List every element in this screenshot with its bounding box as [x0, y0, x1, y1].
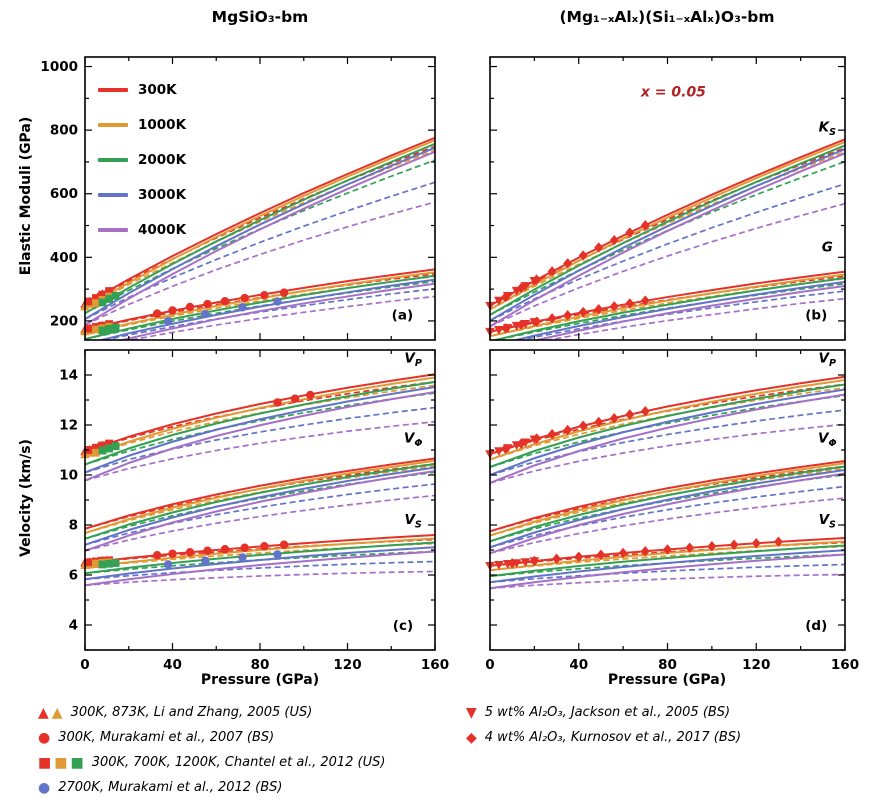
legend-item-4000k: 4000K	[98, 212, 186, 247]
svg-text:VP: VP	[404, 351, 421, 370]
svg-text:(a): (a)	[392, 307, 413, 323]
diamond-marker-icon: ◆	[466, 729, 477, 746]
legend-column-right: ▼ 5 wt% Al₂O₃, Jackson et al., 2005 (BS)…	[466, 700, 858, 750]
legend-label-4000k: 4000K	[138, 221, 187, 238]
legend-text-chantel: 300K, 700K, 1200K, Chantel et al., 2012 …	[91, 755, 386, 770]
pressure-axis-label-right: Pressure (GPa)	[607, 672, 727, 688]
circle-marker-icon: ●	[38, 729, 51, 746]
square-marker-icon: ■	[38, 754, 52, 771]
triangle-up-marker-icon: ▲	[38, 704, 49, 721]
legend-label-1000k: 1000K	[138, 116, 187, 133]
temperature-legend: 300K 1000K 2000K 3000K 4000K	[98, 72, 186, 247]
svg-text:160: 160	[421, 657, 449, 673]
legend-item-3000k: 3000K	[98, 177, 186, 212]
legend-text-jackson: 5 wt% Al₂O₃, Jackson et al., 2005 (BS)	[484, 705, 731, 720]
panel-left-title: MgSiO₃-bm	[211, 8, 309, 26]
svg-text:(b): (b)	[805, 307, 827, 323]
legend-item-jackson: ▼ 5 wt% Al₂O₃, Jackson et al., 2005 (BS)	[466, 700, 858, 725]
svg-text:VΦ: VΦ	[404, 431, 423, 450]
svg-text:VΦ: VΦ	[818, 431, 837, 450]
circle-marker-icon: ●	[38, 779, 51, 796]
panel-a-svg: 200 400 600 800 1000 (a)	[40, 56, 436, 341]
velocity-axis-label: Velocity (km/s)	[18, 439, 34, 557]
svg-text:800: 800	[50, 123, 78, 139]
legend-item-murakami-2012: ● 2700K, Murakami et al., 2012 (BS)	[38, 775, 458, 800]
pressure-axis-label-left: Pressure (GPa)	[200, 672, 320, 688]
svg-text:6: 6	[69, 568, 78, 584]
svg-text:0: 0	[485, 657, 494, 673]
svg-text:x = 0.05: x = 0.05	[640, 85, 706, 101]
legend-text-li-zhang: 300K, 873K, Li and Zhang, 2005 (US)	[70, 705, 313, 720]
legend-label-2000k: 2000K	[138, 151, 187, 168]
legend-item-1000k: 1000K	[98, 107, 186, 142]
svg-text:1000: 1000	[40, 59, 78, 75]
legend-label-3000k: 3000K	[138, 186, 187, 203]
svg-text:4: 4	[69, 618, 78, 634]
triangle-up-marker-icon: ▲	[51, 704, 63, 721]
legend-label-300k: 300K	[138, 81, 177, 98]
legend-item-li-zhang: ▲ ▲ 300K, 873K, Li and Zhang, 2005 (US)	[38, 700, 458, 725]
legend-item-chantel: ■ ■ ■ 300K, 700K, 1200K, Chantel et al.,…	[38, 750, 458, 775]
line-swatch-1000k	[98, 122, 128, 127]
svg-text:120: 120	[742, 657, 770, 673]
line-swatch-4000k	[98, 227, 128, 232]
svg-text:G: G	[822, 240, 833, 256]
svg-text:14: 14	[59, 368, 78, 384]
svg-text:0: 0	[80, 657, 89, 673]
svg-text:80: 80	[251, 657, 270, 673]
svg-text:80: 80	[658, 657, 677, 673]
svg-text:8: 8	[69, 518, 78, 534]
svg-text:VS: VS	[819, 512, 836, 531]
svg-text:12: 12	[59, 418, 78, 434]
svg-text:400: 400	[50, 250, 78, 266]
moduli-axis-label: Elastic Moduli (GPa)	[18, 116, 34, 276]
svg-text:VP: VP	[819, 351, 836, 370]
panel-b-svg: KS Gx = 0.05 (b)	[485, 56, 846, 341]
legend-text-kurnosov: 4 wt% Al₂O₃, Kurnosov et al., 2017 (BS)	[484, 730, 742, 745]
line-swatch-2000k	[98, 157, 128, 162]
svg-text:40: 40	[569, 657, 588, 673]
panel-d-svg: 0 40 80 120 160 VP VΦ VS (d)	[485, 349, 859, 673]
svg-text:40: 40	[163, 657, 182, 673]
panel-right-title: (Mg₁₋ₓAlₓ)(Si₁₋ₓAlₓ)O₃-bm	[559, 8, 775, 26]
square-marker-icon: ■	[70, 754, 84, 771]
legend-text-murakami-2012: 2700K, Murakami et al., 2012 (BS)	[58, 780, 283, 795]
line-swatch-3000k	[98, 192, 128, 197]
square-marker-icon: ■	[54, 754, 68, 771]
svg-text:KS: KS	[819, 120, 836, 139]
svg-text:(d): (d)	[805, 618, 827, 634]
legend-item-kurnosov: ◆ 4 wt% Al₂O₃, Kurnosov et al., 2017 (BS…	[466, 725, 858, 750]
svg-text:10: 10	[59, 468, 78, 484]
legend-item-300k: 300K	[98, 72, 186, 107]
legend-column-left: ▲ ▲ 300K, 873K, Li and Zhang, 2005 (US) …	[38, 700, 458, 800]
panel-c-svg: 0 40 80 120 160 4 6 8 10 12 14 VP VΦ VS (c)	[59, 349, 449, 673]
legend-item-2000k: 2000K	[98, 142, 186, 177]
svg-text:200: 200	[50, 313, 78, 329]
legend-item-murakami-2007: ● 300K, Murakami et al., 2007 (BS)	[38, 725, 458, 750]
svg-text:160: 160	[831, 657, 859, 673]
svg-text:(c): (c)	[393, 618, 413, 634]
svg-text:VS: VS	[404, 512, 421, 531]
line-swatch-300k	[98, 87, 128, 92]
legend-text-murakami-2007: 300K, Murakami et al., 2007 (BS)	[58, 730, 275, 745]
svg-text:600: 600	[50, 186, 78, 202]
triangle-down-marker-icon: ▼	[466, 704, 477, 721]
svg-text:120: 120	[333, 657, 361, 673]
